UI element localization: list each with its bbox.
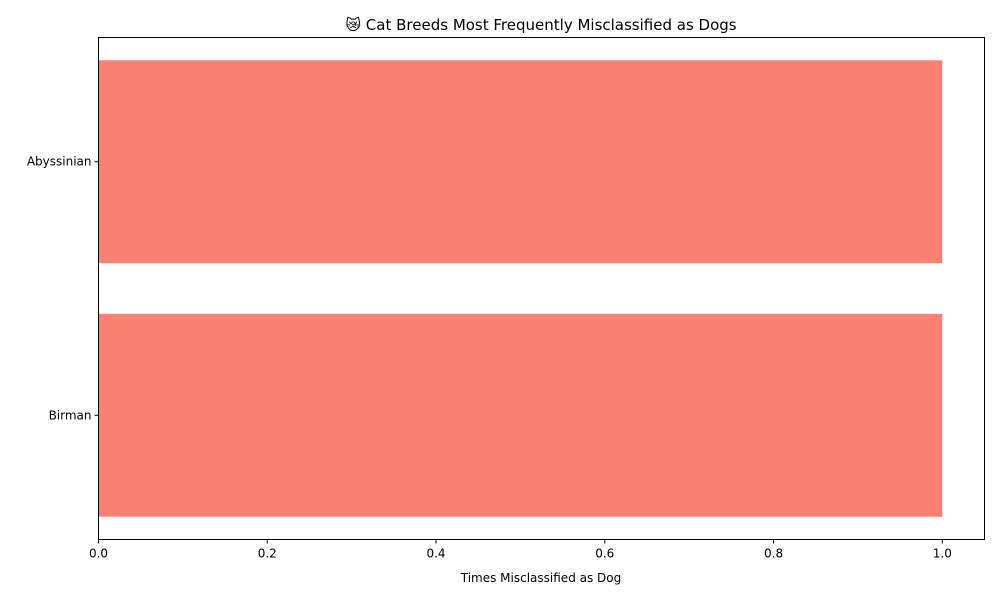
- chart-title: 😿 Cat Breeds Most Frequently Misclassifi…: [345, 16, 736, 34]
- x-axis-title: Times Misclassified as Dog: [460, 571, 622, 585]
- x-axis-ticks: 0.0 0.2 0.4 0.6 0.8 1.0: [89, 539, 952, 561]
- x-tick-label: 0.4: [426, 547, 445, 561]
- y-tick-label: Birman: [49, 408, 92, 422]
- bars-group: [98, 60, 943, 517]
- plot-frame: [98, 37, 985, 540]
- x-tick-label: 0.0: [89, 547, 108, 561]
- y-axis-ticks: Abyssinian Birman: [27, 155, 99, 422]
- x-tick-label: 1.0: [933, 547, 952, 561]
- x-tick-label: 0.6: [595, 547, 614, 561]
- bar-abyssinian: [98, 60, 943, 264]
- bar-birman: [98, 313, 943, 517]
- y-tick-label: Abyssinian: [27, 155, 92, 169]
- x-tick-label: 0.8: [764, 547, 783, 561]
- x-tick-label: 0.2: [258, 547, 277, 561]
